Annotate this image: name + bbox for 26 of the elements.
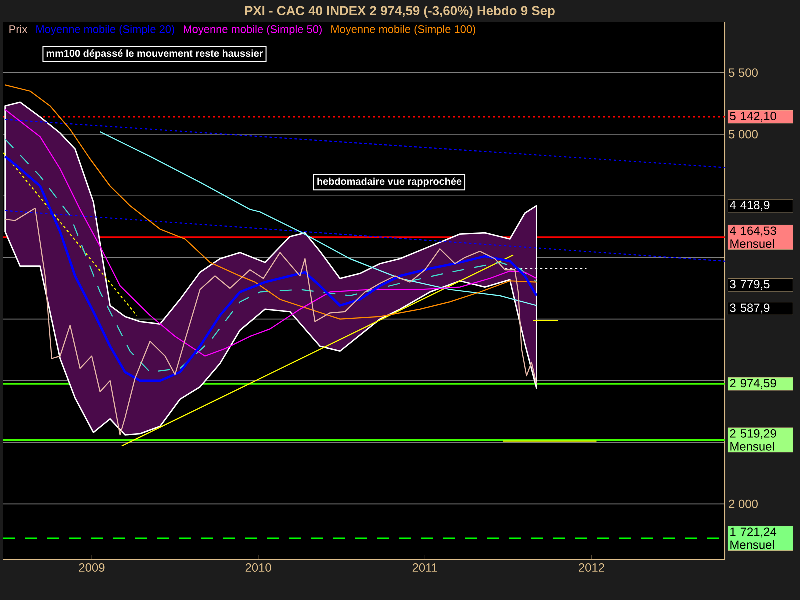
ref-line-label: 4 164,53 Mensuel [730, 226, 776, 248]
annotation: mm100 dépassé le mouvement reste haussier [46, 50, 264, 60]
line-series [4, 109, 538, 357]
line-series [4, 208, 538, 436]
ref-line-label: 2 974,59 [730, 379, 776, 390]
text: Prix [10, 25, 28, 34]
x-tick-label: 2009 [79, 564, 105, 572]
ref-line-label: 1 721,24 Mensuel [730, 528, 777, 550]
y-tick-label: 2 000 [729, 500, 758, 508]
text: Moyenne mobile (Simple 50) [184, 25, 322, 36]
text: 3 587,9 [730, 304, 770, 314]
annotation: hebdomadaire vue rapprochée [318, 178, 462, 188]
y-tick-label: 5 000 [729, 130, 758, 139]
text: 4 418,9 [730, 201, 770, 211]
ref-line-label: 2 519,29 Mensuel [730, 429, 776, 451]
line-series [100, 131, 538, 306]
x-tick-label: 2011 [412, 564, 438, 572]
text: 3 779,5 [730, 280, 770, 290]
x-tick-label: 2010 [246, 564, 272, 572]
y-tick-label: 5 500 [729, 68, 758, 78]
text: Moyenne mobile (Simple 100) [332, 25, 476, 36]
ref-line-label: 5 142,10 [730, 112, 776, 122]
line-series [4, 84, 538, 320]
x-tick-label: 2012 [579, 564, 604, 572]
text: Moyenne mobile (Simple 20) [36, 25, 174, 36]
chart-title: PXI - CAC 40 INDEX 2 974,59 (-3,60%) Hebdo 9 Sep [245, 6, 555, 18]
